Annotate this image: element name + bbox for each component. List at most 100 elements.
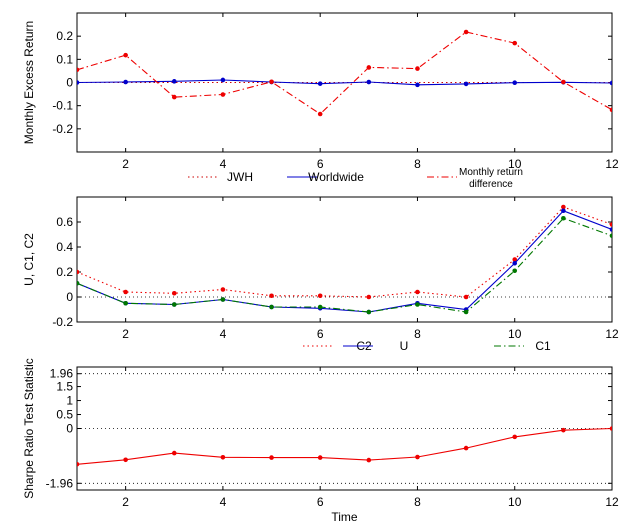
data-point — [77, 461, 80, 467]
data-point — [512, 434, 518, 440]
data-point — [463, 29, 469, 35]
data-point — [77, 269, 80, 275]
data-point — [609, 80, 612, 86]
series-3 — [77, 215, 612, 315]
x-tick-label: 4 — [220, 495, 227, 509]
x-tick-label: 8 — [414, 157, 421, 171]
y-tick-label: 0.2 — [56, 29, 73, 43]
series-1 — [77, 426, 612, 467]
data-point — [561, 215, 566, 221]
x-tick-label: 2 — [122, 495, 129, 509]
y-tick-label: 1 — [66, 394, 73, 408]
data-point — [561, 427, 566, 433]
y-tick-label: -1.96 — [46, 476, 74, 490]
data-point — [123, 52, 128, 58]
data-point — [269, 455, 274, 460]
data-point — [269, 304, 274, 310]
data-point — [220, 287, 226, 292]
data-point — [512, 257, 518, 262]
y-tick-label: 0.2 — [56, 265, 73, 279]
y-tick-label: 0 — [66, 76, 73, 90]
data-point — [123, 300, 128, 306]
data-point — [609, 222, 612, 227]
series-1 — [77, 204, 612, 300]
data-point — [269, 293, 274, 299]
series-line — [77, 79, 612, 86]
data-point — [415, 82, 420, 88]
data-point — [77, 280, 80, 286]
data-point — [317, 455, 323, 460]
x-tick-label: 10 — [508, 495, 522, 509]
data-point — [77, 67, 80, 73]
series-2 — [77, 77, 612, 88]
data-point — [123, 79, 128, 85]
x-tick-label: 10 — [508, 327, 522, 341]
y-axis-label: Sharpe Ratio Test Statistic — [22, 358, 36, 499]
data-point — [171, 302, 177, 307]
data-point — [512, 260, 518, 266]
x-tick-label: 4 — [220, 157, 227, 171]
data-point — [366, 294, 372, 300]
data-point — [171, 450, 177, 456]
data-point — [366, 309, 372, 315]
x-tick-label: 12 — [605, 157, 619, 171]
x-tick-label: 8 — [414, 327, 421, 341]
y-tick-label: -0.2 — [52, 315, 73, 329]
data-point — [77, 80, 80, 85]
legend-label: difference — [469, 179, 513, 190]
y-tick-label: 0.4 — [56, 240, 73, 254]
legend-label: U — [400, 339, 409, 353]
data-point — [123, 457, 128, 463]
chart-panel-3: 2 4 6 8 10 12 1.961.510.50 -1.96 Sharpe Ratio Te… — [22, 358, 619, 524]
y-axis-label: U, C1, C2 — [22, 233, 36, 286]
series-3 — [77, 29, 612, 117]
data-point — [220, 297, 226, 302]
data-point — [123, 289, 128, 295]
plot-frame — [76, 196, 613, 323]
y-tick-label: 0.5 — [56, 408, 73, 422]
data-point — [366, 79, 372, 85]
x-axis-label: Time — [331, 510, 358, 524]
data-point — [512, 268, 518, 274]
data-point — [463, 294, 469, 300]
data-point — [366, 65, 372, 70]
data-point — [561, 79, 566, 85]
data-point — [317, 111, 323, 117]
data-point — [512, 80, 518, 86]
data-point — [415, 289, 420, 295]
series-line — [77, 427, 612, 465]
data-point — [220, 454, 226, 460]
x-tick-label: 6 — [317, 495, 324, 509]
data-point — [609, 233, 612, 239]
y-tick-label: 0 — [66, 290, 73, 304]
data-point — [220, 92, 226, 97]
y-tick-label: 1.96 — [50, 367, 74, 381]
data-point — [366, 457, 372, 463]
x-tick-label: 10 — [508, 157, 522, 171]
data-point — [463, 81, 469, 87]
y-tick-label: 1.5 — [56, 380, 73, 394]
data-point — [317, 293, 323, 299]
data-point — [171, 94, 177, 100]
data-point — [609, 227, 612, 232]
x-tick-label: 6 — [317, 327, 324, 341]
data-point — [561, 208, 566, 214]
x-tick-label: 12 — [605, 327, 619, 341]
chart-panel-1: 2 4 6 8 10 12 0.2 0.1 0 -0.1 -0.2 Monthly Excess Re… — [22, 12, 619, 190]
data-point — [512, 40, 518, 46]
y-tick-label: 0.1 — [56, 52, 73, 66]
data-point — [317, 81, 323, 86]
x-tick-label: 4 — [220, 327, 227, 341]
data-point — [561, 204, 566, 210]
x-tick-label: 12 — [605, 495, 619, 509]
y-tick-label: 0.6 — [56, 215, 73, 229]
data-point — [415, 66, 420, 71]
y-tick-label: -0.1 — [52, 99, 73, 113]
data-point — [415, 454, 420, 460]
x-tick-label: 2 — [122, 327, 129, 341]
data-point — [171, 290, 177, 296]
